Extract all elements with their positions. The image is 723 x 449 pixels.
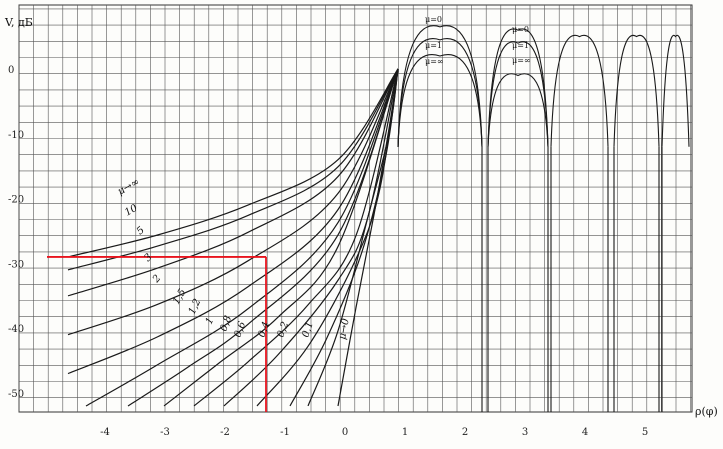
x-tick-label: 1 — [402, 427, 408, 438]
curve-label: 0,8 — [218, 314, 234, 333]
curve-label: 5 — [135, 225, 147, 238]
sidelobe-label: μ=0 — [425, 15, 442, 24]
y-tick-label: -50 — [8, 389, 24, 400]
x-tick-label: -3 — [160, 427, 170, 438]
series-line — [307, 68, 399, 407]
series-line — [67, 68, 399, 258]
sidelobe-label: μ=∞ — [425, 57, 444, 66]
grid — [18, 5, 692, 412]
curve-label: 0,2 — [275, 320, 291, 339]
sidelobe-label: μ=1 — [512, 41, 529, 50]
y-tick-label: -10 — [8, 130, 24, 141]
x-tick-label: -4 — [100, 427, 110, 438]
x-tick-label: -2 — [220, 427, 230, 438]
x-tick-label: 5 — [642, 427, 648, 438]
curve-label: 0,6 — [232, 320, 248, 339]
sidelobe-label: μ=0 — [512, 25, 529, 34]
y-tick-label: -40 — [8, 324, 24, 335]
x-tick-label: 3 — [522, 427, 528, 438]
x-tick-label: 0 — [342, 427, 348, 438]
y-axis-title: V, дБ — [4, 16, 33, 29]
y-tick-label: -30 — [8, 259, 24, 270]
curve-label: 0,1 — [300, 320, 315, 339]
x-tick-label: 2 — [462, 427, 468, 438]
sidelobe-line — [397, 25, 483, 147]
curve-label: μ→0 — [337, 317, 352, 340]
series-line — [67, 68, 399, 271]
curve-label: 0,4 — [256, 320, 272, 339]
x-tick-label: -1 — [280, 427, 290, 438]
curves — [67, 25, 690, 412]
y-tick-label: 0 — [8, 65, 14, 76]
sidelobe-label: μ=∞ — [512, 56, 531, 65]
series-line — [67, 68, 399, 375]
sidelobe-line — [613, 34, 660, 147]
series-line — [67, 68, 399, 336]
highlight-lines — [47, 256, 267, 412]
sidelobe-line — [487, 41, 549, 147]
series-line — [163, 68, 399, 407]
series-line — [67, 68, 399, 297]
x-axis-title: ρ(φ) — [695, 405, 718, 418]
y-tick-label: -20 — [8, 195, 24, 206]
sidelobe-line — [487, 73, 549, 147]
x-tick-labels: -4 -3 -2 -1 0 1 2 3 4 5 — [100, 427, 648, 438]
y-tick-labels: 0 -10 -20 -30 -40 -50 — [8, 65, 24, 400]
x-tick-label: 4 — [582, 427, 588, 438]
sidelobe-line — [397, 54, 483, 147]
series-line — [85, 68, 399, 407]
series-line — [337, 68, 399, 407]
sidelobe-label: μ=1 — [425, 41, 442, 50]
sidelobe-line — [487, 28, 549, 147]
sidelobe-line — [550, 34, 609, 147]
sidelobe-line — [397, 38, 483, 147]
sidelobe-line — [661, 34, 690, 147]
series-line — [193, 68, 399, 407]
curve-label: 1 — [204, 316, 217, 326]
